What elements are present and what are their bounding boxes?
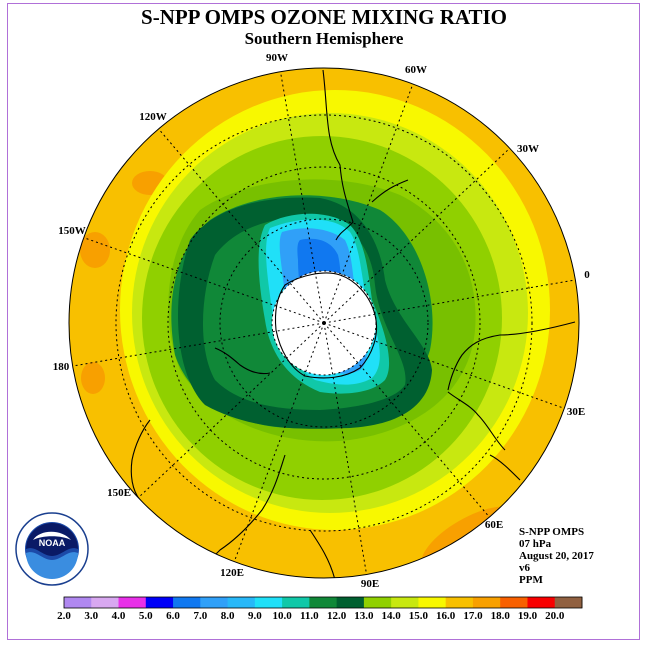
lon-label-180: 180	[53, 361, 70, 373]
info-version: v6	[519, 562, 530, 574]
colorbar-tick-label: 15.0	[409, 610, 429, 622]
colorbar-tick-label: 12.0	[327, 610, 347, 622]
colorbar-tick-label: 2.0	[57, 610, 71, 622]
image-frame	[7, 3, 640, 640]
colorbar-tick-label: 17.0	[463, 610, 483, 622]
colorbar-tick-label: 11.0	[300, 610, 319, 622]
colorbar-swatch	[527, 597, 556, 608]
lon-label-30w: 30W	[517, 143, 539, 155]
colorbar-swatch	[363, 597, 392, 608]
colorbar-tick-label: 6.0	[166, 610, 180, 622]
colorbar-swatch	[200, 597, 229, 608]
info-level: 07 hPa	[519, 538, 552, 550]
lon-label-90e: 90E	[361, 578, 379, 590]
map-title: S-NPP OMPS OZONE MIXING RATIO	[141, 5, 507, 29]
contour-17-patch	[81, 362, 105, 394]
noaa-logo: NOAA	[15, 512, 89, 586]
lon-label-150w: 150W	[58, 225, 86, 237]
colorbar-tick-label: 16.0	[436, 610, 456, 622]
lon-label-60e: 60E	[485, 519, 503, 531]
info-instrument: S-NPP OMPS	[519, 526, 585, 538]
colorbar-tick-label: 18.0	[491, 610, 511, 622]
lon-label-150e: 150E	[107, 487, 131, 499]
ozone-contours	[72, 68, 576, 578]
colorbar-swatch	[282, 597, 310, 608]
colorbar-tick-label: 10.0	[272, 610, 292, 622]
lon-label-30e: 30E	[567, 406, 585, 418]
lon-label-120w: 120W	[139, 111, 167, 123]
colorbar-swatch	[64, 597, 92, 608]
colorbar-tick-label: 19.0	[518, 610, 538, 622]
colorbar-swatch	[500, 597, 528, 608]
colorbar-tick-label: 13.0	[354, 610, 374, 622]
colorbar-border	[63, 596, 583, 609]
info-date: August 20, 2017	[519, 550, 594, 562]
colorbar-swatch	[173, 597, 201, 608]
colorbar-swatch	[118, 597, 147, 608]
colorbar-swatch	[418, 597, 447, 608]
lon-label-60w: 60W	[405, 64, 427, 76]
colorbar-swatch	[336, 597, 365, 608]
colorbar-swatch	[472, 597, 501, 608]
colorbar-tick-label: 14.0	[382, 610, 402, 622]
longitude-labels: 90W 60W 30W 0 30E 60E 90E 120E 150E 180 …	[53, 52, 591, 590]
noaa-logo-text: NOAA	[39, 538, 66, 548]
colorbar-tick-label: 5.0	[139, 610, 153, 622]
map-subtitle: Southern Hemisphere	[244, 29, 404, 48]
south-pole-marker	[322, 321, 326, 325]
contour-17-patch	[80, 232, 110, 268]
colorbar-tick-label: 8.0	[221, 610, 235, 622]
lon-label-90w: 90W	[266, 52, 288, 64]
lon-label-0: 0	[584, 269, 590, 281]
colorbar-swatch	[227, 597, 256, 608]
map-border	[68, 67, 580, 579]
colorbar-tick-label: 7.0	[193, 610, 207, 622]
colorbar-tick-label: 20.0	[545, 610, 565, 622]
colorbar-swatch	[554, 597, 583, 608]
colorbar-tick-label: 4.0	[112, 610, 126, 622]
colorbar-swatch	[145, 597, 174, 608]
colorbar-swatch	[254, 597, 283, 608]
colorbar-tick-label: 3.0	[84, 610, 98, 622]
colorbar-tick-label: 9.0	[248, 610, 262, 622]
colorbar-swatch	[391, 597, 419, 608]
colorbar-swatch	[91, 597, 120, 608]
colorbar-swatch	[445, 597, 474, 608]
info-units: PPM	[519, 574, 543, 586]
colorbar-swatch	[309, 597, 338, 608]
lon-label-120e: 120E	[220, 567, 244, 579]
